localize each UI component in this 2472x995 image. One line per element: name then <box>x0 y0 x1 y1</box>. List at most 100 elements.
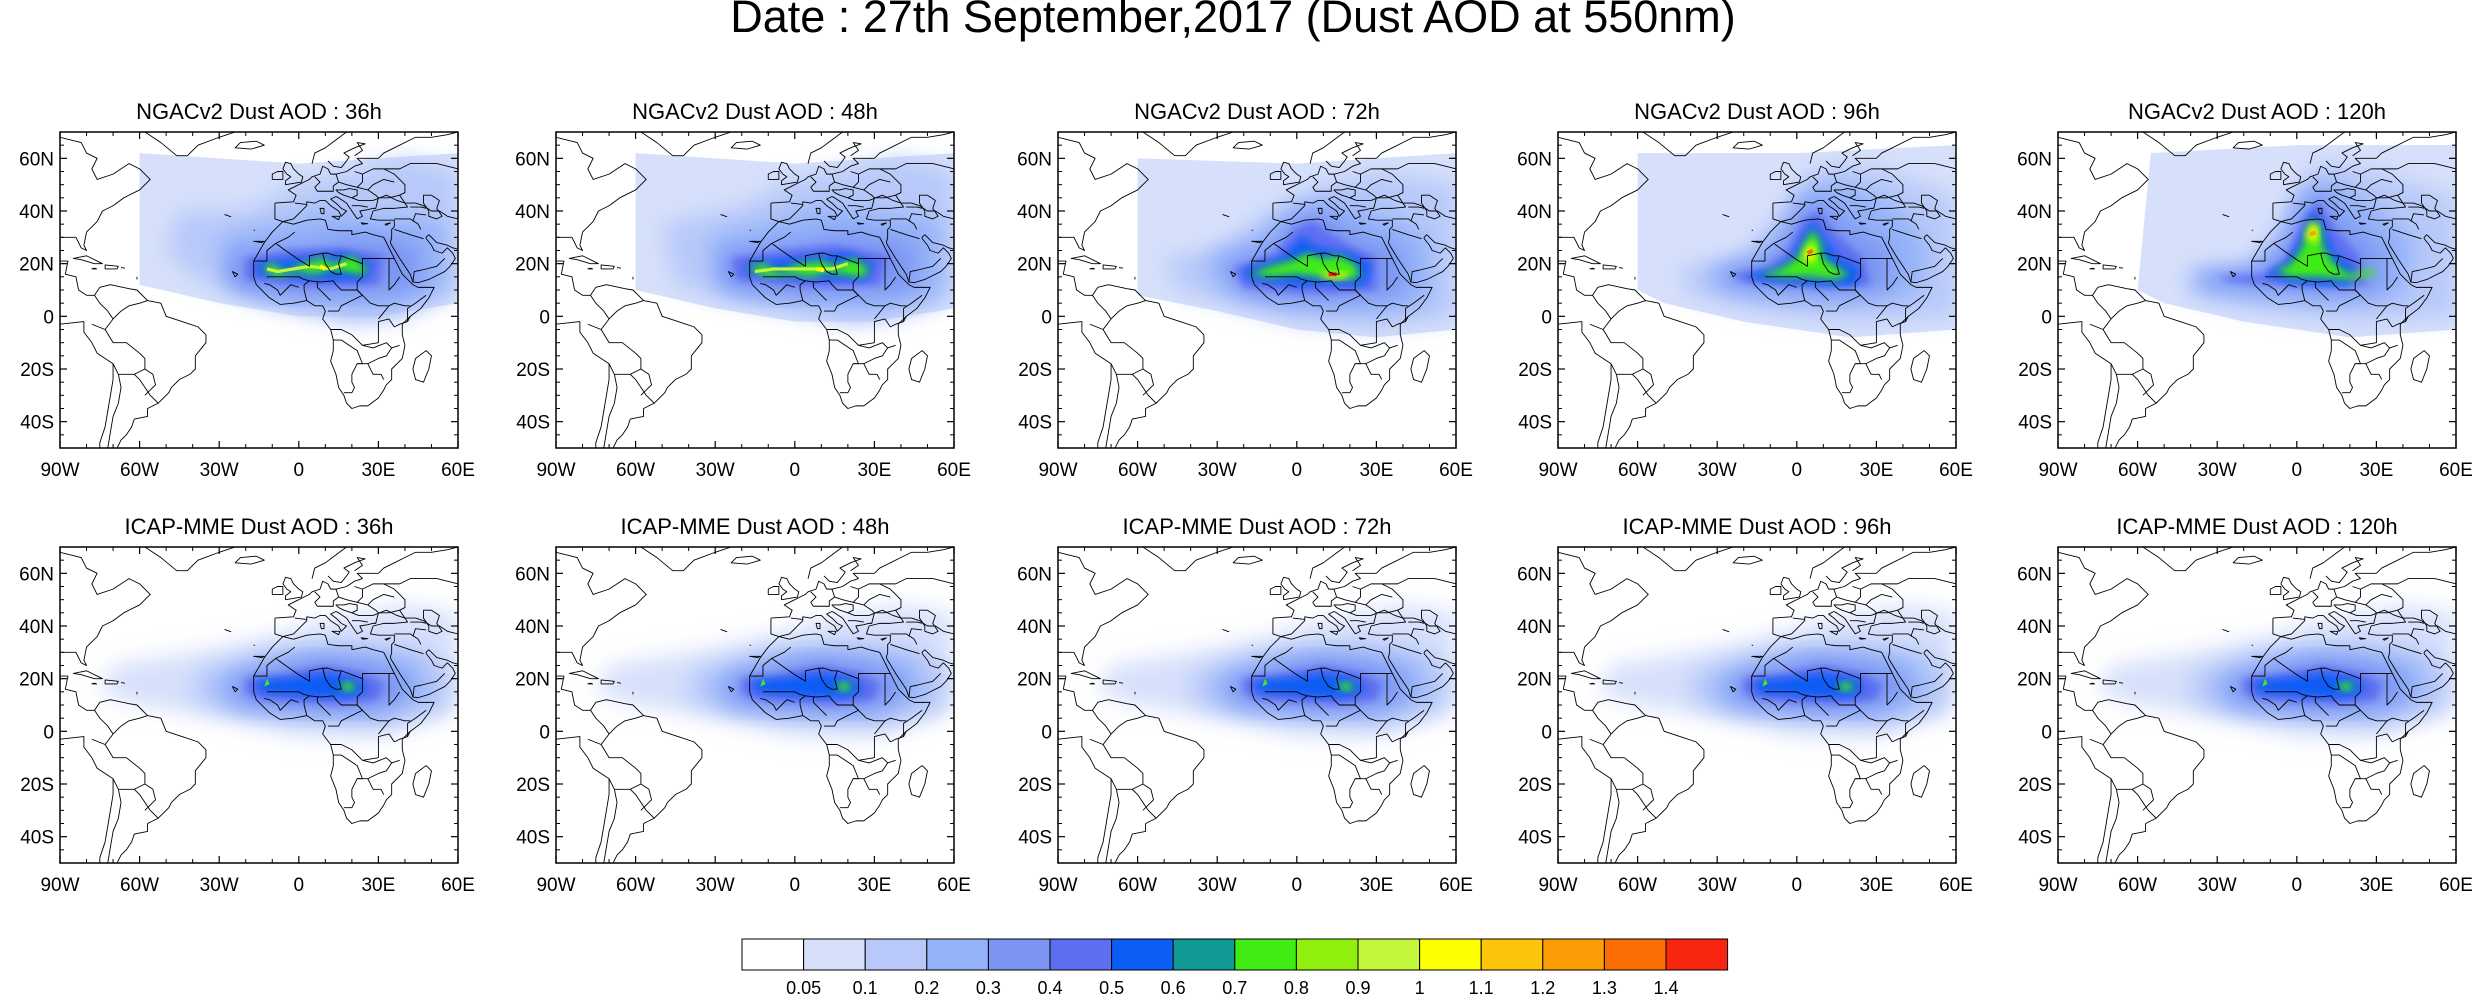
lat-label: 20S <box>1518 775 1552 796</box>
colorbar-label: 0.05 <box>786 978 821 995</box>
lon-label: 60E <box>2439 460 2472 481</box>
lat-label: 0 <box>43 307 54 328</box>
lon-label: 30E <box>2359 875 2393 896</box>
lat-label: 0 <box>1541 307 1552 328</box>
colorbar-swatch <box>741 938 805 971</box>
lat-label: 60N <box>515 149 550 170</box>
lat-label: 20S <box>2018 775 2052 796</box>
lat-label: 20S <box>1018 360 1052 381</box>
map-panel: NGACv2 Dust AOD : 48h 90W 60W 30W 0 30E 60E 60N… <box>515 99 971 481</box>
map-area <box>556 547 954 863</box>
colorbar-swatch <box>1172 938 1236 971</box>
lon-label: 60E <box>937 460 971 481</box>
lon-label: 60W <box>616 460 655 481</box>
map-panel: ICAP-MME Dust AOD : 96h 90W 60W 30W 0 30E 60E 6… <box>1517 514 1973 896</box>
lon-label: 30W <box>696 460 735 481</box>
lat-label: 20S <box>516 360 550 381</box>
lon-label: 30W <box>2198 460 2237 481</box>
map-panel: ICAP-MME Dust AOD : 36h 90W 60W 30W 0 30E 60E 6… <box>19 514 475 896</box>
colorbar-label: 0.8 <box>1284 978 1309 995</box>
lat-label: 40S <box>1518 413 1552 434</box>
map-area <box>1558 547 1956 863</box>
lat-label: 40N <box>1017 617 1052 638</box>
colorbar-swatch <box>1111 938 1174 971</box>
lat-label: 20S <box>516 775 550 796</box>
dust-aod-field <box>140 153 458 324</box>
map-area <box>60 547 458 863</box>
panel-title: NGACv2 Dust AOD : 120h <box>2128 99 2386 124</box>
lat-label: 40S <box>1018 828 1052 849</box>
lat-label: 40N <box>515 202 550 223</box>
lat-label: 60N <box>1017 564 1052 585</box>
lat-label: 20S <box>2018 360 2052 381</box>
dust-aod-field <box>636 153 954 324</box>
lat-label: 60N <box>2017 149 2052 170</box>
lat-label: 0 <box>43 722 54 743</box>
lon-label: 0 <box>2292 460 2303 481</box>
colorbar-label: 0.5 <box>1099 978 1124 995</box>
lat-label: 40N <box>1517 617 1552 638</box>
lon-label: 90W <box>2038 875 2077 896</box>
map-area <box>1058 547 1456 863</box>
lon-label: 30W <box>696 875 735 896</box>
lat-label: 60N <box>1017 149 1052 170</box>
colorbar-swatch <box>1049 938 1113 971</box>
lat-label: 20N <box>19 670 54 691</box>
colorbar-swatch <box>1357 938 1421 971</box>
colorbar-label: 1 <box>1415 978 1425 995</box>
panel-title: NGACv2 Dust AOD : 48h <box>632 99 878 124</box>
lat-label: 40S <box>1018 413 1052 434</box>
lat-label: 20S <box>20 360 54 381</box>
panel-title: NGACv2 Dust AOD : 72h <box>1134 99 1380 124</box>
lon-label: 90W <box>1538 875 1577 896</box>
map-area <box>60 132 458 448</box>
map-panel: NGACv2 Dust AOD : 120h 90W 60W 30W 0 30E 60E 60… <box>2017 99 2472 481</box>
lat-label: 0 <box>2041 307 2052 328</box>
colorbar-swatch <box>1480 938 1544 971</box>
lon-label: 60W <box>1618 460 1657 481</box>
lon-label: 30E <box>361 460 395 481</box>
lat-label: 0 <box>539 307 550 328</box>
lon-label: 60W <box>120 460 159 481</box>
figure-title: Date : 27th September,2017 (Dust AOD at … <box>730 0 1736 42</box>
lon-label: 60W <box>1118 460 1157 481</box>
lon-label: 90W <box>536 460 575 481</box>
lat-label: 60N <box>1517 149 1552 170</box>
lon-label: 0 <box>1792 460 1803 481</box>
lon-label: 30W <box>200 875 239 896</box>
colorbar-label: 0.7 <box>1222 978 1247 995</box>
lon-label: 30W <box>1198 875 1237 896</box>
lon-label: 30E <box>1359 875 1393 896</box>
lon-label: 60W <box>1118 875 1157 896</box>
lon-label: 30E <box>2359 460 2393 481</box>
lat-label: 0 <box>1541 722 1552 743</box>
lon-label: 0 <box>790 460 801 481</box>
colorbar-label: 1.3 <box>1592 978 1617 995</box>
lat-label: 60N <box>515 564 550 585</box>
map-panel: NGACv2 Dust AOD : 72h 90W 60W 30W 0 30E 60E 60N… <box>1017 99 1473 481</box>
colorbar-swatch <box>1234 938 1297 971</box>
colorbar-label: 0.3 <box>976 978 1001 995</box>
lat-label: 40S <box>516 828 550 849</box>
lat-label: 60N <box>19 149 54 170</box>
lat-label: 20S <box>1018 775 1052 796</box>
lon-label: 30W <box>1698 460 1737 481</box>
colorbar-swatch <box>1603 938 1667 971</box>
lon-label: 0 <box>790 875 801 896</box>
map-panel: ICAP-MME Dust AOD : 72h 90W 60W 30W 0 30E 60E 6… <box>1017 514 1473 896</box>
panel-title: ICAP-MME Dust AOD : 72h <box>1123 514 1392 539</box>
colorbar-label: 1.4 <box>1653 978 1678 995</box>
lon-label: 0 <box>1292 875 1303 896</box>
map-area <box>556 132 954 448</box>
colorbar-label: 0.4 <box>1037 978 1062 995</box>
lon-label: 60W <box>2118 460 2157 481</box>
lat-label: 40S <box>2018 828 2052 849</box>
lon-label: 30E <box>361 875 395 896</box>
lon-label: 0 <box>294 875 305 896</box>
lon-label: 90W <box>40 460 79 481</box>
colorbar: 0.05 0.1 0.2 0.3 0.4 0.5 0.6 0.7 0.8 0.9 1 1.1 1.2 1.… <box>741 938 1729 995</box>
lon-label: 0 <box>2292 875 2303 896</box>
panel-title: ICAP-MME Dust AOD : 48h <box>621 514 890 539</box>
map-area <box>1058 132 1456 448</box>
lat-label: 20N <box>2017 255 2052 276</box>
